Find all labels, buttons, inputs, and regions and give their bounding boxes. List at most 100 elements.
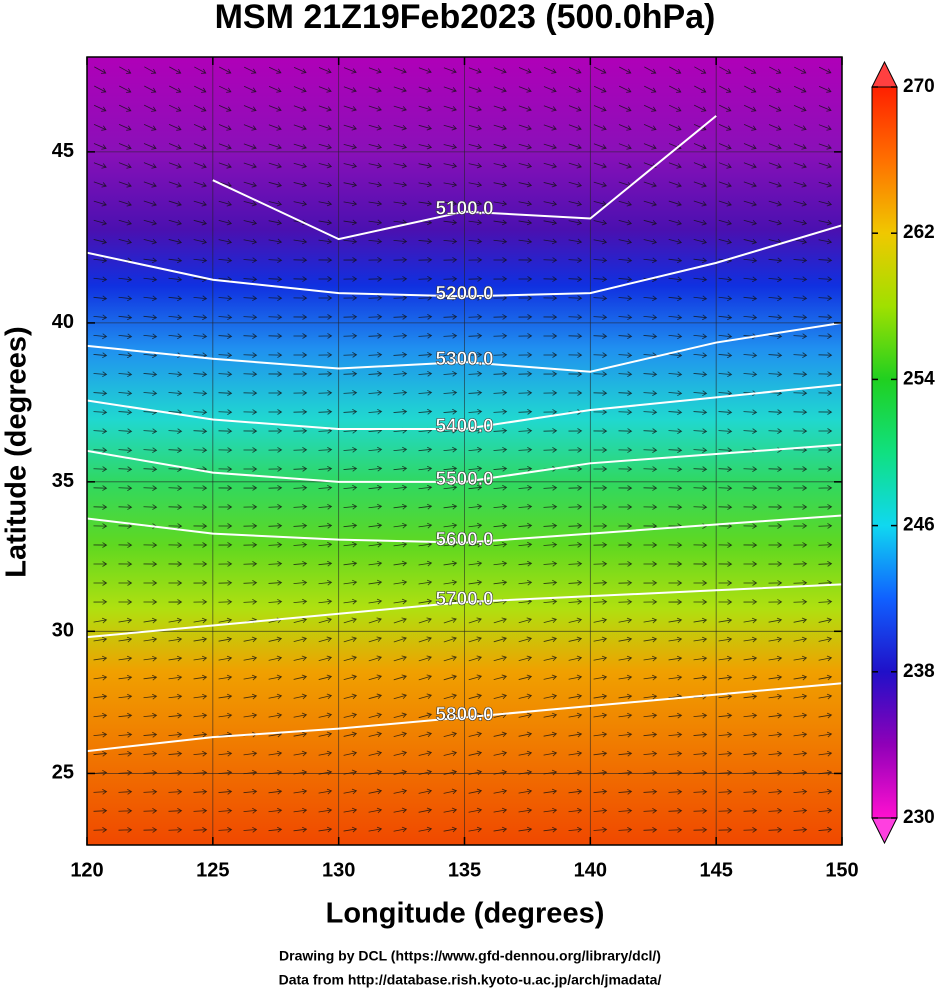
wind-arrow [643, 124, 657, 131]
wind-arrow [793, 693, 808, 700]
wind-arrow [793, 466, 808, 472]
wind-arrow [193, 599, 208, 605]
wind-arrow [743, 295, 758, 302]
wind-arrow [268, 788, 283, 795]
wind-arrow [818, 731, 833, 738]
wind-arrow [818, 466, 833, 472]
wind-arrow [243, 580, 258, 586]
wind-arrow [318, 333, 333, 339]
wind-arrow [268, 466, 283, 472]
wind-arrow [393, 86, 407, 93]
wind-arrow [518, 788, 533, 795]
wind-arrow [93, 181, 107, 188]
wind-arrow [543, 181, 558, 188]
wind-arrow [768, 580, 783, 586]
wind-arrow [293, 276, 308, 282]
wind-arrow [668, 295, 683, 302]
wind-arrow [393, 807, 408, 814]
wind-arrow [668, 219, 682, 226]
wind-arrow [443, 162, 458, 169]
wind-arrow [644, 85, 657, 93]
wind-arrow [743, 181, 757, 188]
wind-arrow [468, 655, 482, 662]
wind-arrow [668, 636, 683, 643]
wind-arrow [218, 333, 233, 340]
wind-arrow [243, 257, 258, 264]
wind-arrow [693, 123, 707, 131]
wind-arrow [393, 446, 408, 453]
wind-arrow [543, 693, 558, 700]
wind-arrow [693, 674, 708, 681]
wind-arrow [393, 181, 408, 188]
wind-arrow [393, 105, 407, 112]
wind-arrow [568, 181, 583, 188]
wind-arrow [568, 485, 583, 491]
colorbar-tick-label: 270 [903, 76, 935, 97]
wind-arrow [669, 66, 682, 74]
wind-arrow [143, 295, 158, 302]
wind-arrow [318, 826, 333, 833]
wind-arrow [168, 200, 182, 207]
wind-arrow [193, 523, 208, 529]
wind-arrow [743, 655, 758, 662]
wind-arrow [118, 219, 132, 226]
wind-arrow [593, 542, 608, 548]
x-tick-label: 135 [448, 859, 481, 881]
wind-arrow [768, 712, 783, 719]
wind-arrow [418, 541, 433, 548]
wind-arrow [818, 219, 833, 226]
wind-arrow [418, 351, 433, 358]
wind-arrow [768, 636, 783, 643]
wind-arrow [568, 390, 583, 396]
wind-arrow [743, 371, 758, 378]
wind-arrow [443, 276, 458, 282]
wind-arrow [718, 162, 732, 169]
wind-arrow [768, 143, 782, 150]
wind-arrow [218, 523, 233, 529]
wind-arrow [493, 484, 508, 491]
wind-arrow [118, 693, 133, 700]
wind-arrow [744, 66, 757, 74]
wind-arrow [119, 85, 132, 93]
wind-arrow [93, 750, 108, 757]
wind-arrow [243, 162, 257, 169]
wind-arrow [318, 390, 333, 396]
wind-arrow [568, 636, 583, 643]
wind-arrow [643, 219, 658, 226]
wind-arrow [293, 807, 308, 814]
wind-arrow [543, 86, 557, 93]
wind-arrow [318, 219, 333, 226]
x-axis-label: Longitude (degrees) [326, 898, 605, 930]
wind-arrow [518, 674, 533, 681]
wind-arrow [768, 409, 783, 415]
wind-arrow [393, 389, 408, 396]
wind-arrow [793, 162, 807, 169]
wind-arrow [243, 105, 257, 112]
wind-arrow [143, 561, 158, 567]
wind-arrow [118, 674, 133, 681]
wind-arrow [768, 731, 783, 738]
wind-arrow [443, 693, 457, 700]
wind-arrow [743, 200, 757, 207]
wind-arrow [343, 105, 357, 112]
wind-arrow [93, 333, 108, 340]
wind-arrow [293, 333, 308, 339]
wind-arrow [618, 238, 633, 245]
wind-arrow [743, 693, 758, 700]
wind-arrow [468, 522, 483, 529]
wind-arrow [568, 579, 583, 586]
contour-line [87, 321, 842, 373]
wind-arrow [218, 428, 233, 434]
wind-arrow [543, 219, 558, 226]
wind-arrow [243, 352, 258, 358]
wind-arrow [293, 371, 308, 377]
wind-arrow [668, 390, 683, 397]
wind-arrow [193, 504, 208, 510]
wind-arrow [468, 446, 483, 453]
wind-arrow [568, 143, 582, 150]
wind-arrow [593, 561, 608, 567]
wind-arrow [818, 390, 833, 396]
wind-arrow [668, 428, 683, 434]
wind-arrow [318, 693, 333, 700]
wind-arrow [193, 181, 207, 188]
